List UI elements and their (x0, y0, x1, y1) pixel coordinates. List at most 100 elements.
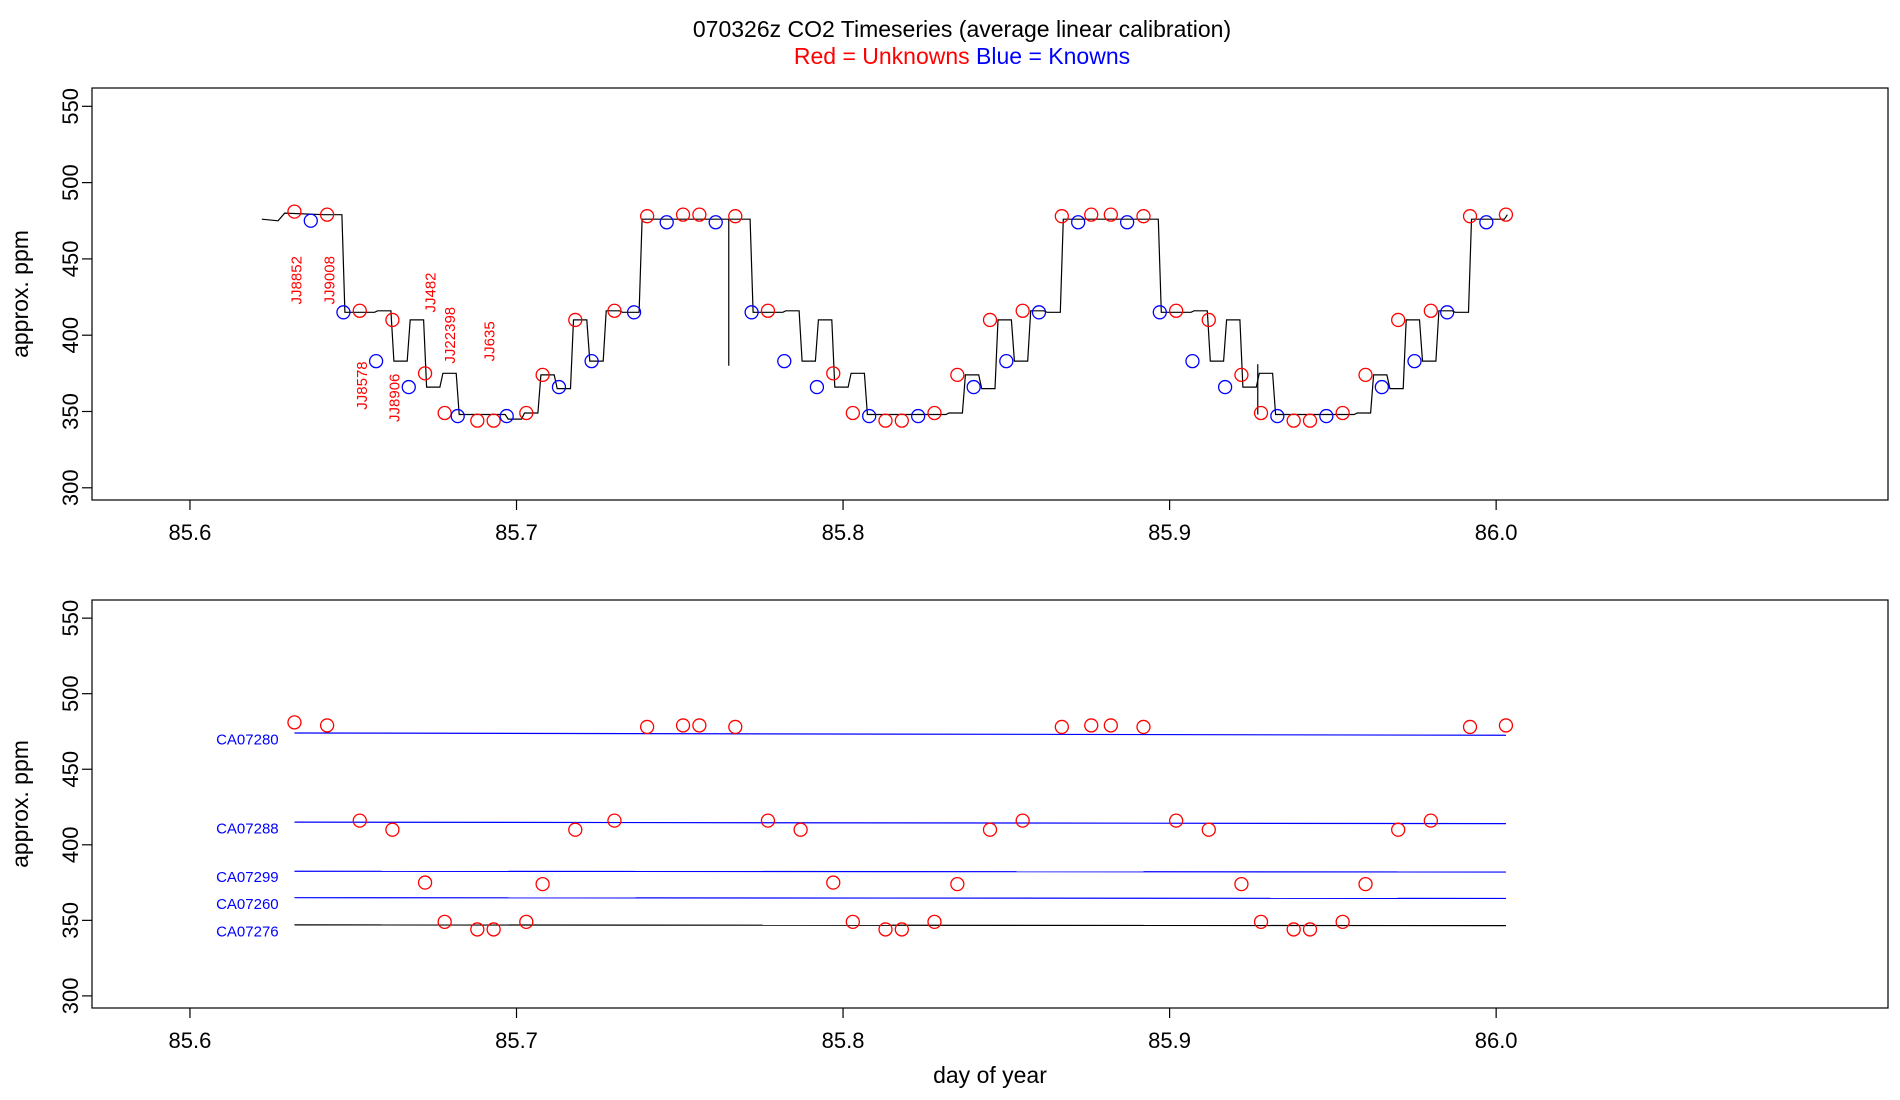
unknown-point (352, 303, 367, 318)
unknown-point (1168, 303, 1184, 318)
unknown-point (470, 413, 485, 428)
y-tick-label: 350 (58, 902, 83, 939)
unknown-point (1423, 303, 1438, 318)
known-point (584, 353, 599, 369)
unknown-point (1286, 922, 1301, 937)
known-point (1479, 215, 1494, 230)
unknown-point (927, 405, 942, 421)
y-axis-label: approx. ppm (7, 230, 33, 358)
known-point (1031, 305, 1047, 320)
unknown-point (1462, 719, 1478, 735)
unknown-point (950, 876, 965, 892)
known-point (1217, 379, 1233, 395)
standard-label: CA07288 (216, 821, 279, 838)
unknown-point (1358, 876, 1373, 892)
unknown-point (319, 207, 335, 222)
unknown-point (1462, 209, 1478, 224)
known-point (744, 305, 759, 320)
legend-knowns: Blue = Knowns (970, 43, 1130, 69)
sample-id-label: JJ8906 (387, 374, 404, 422)
unknown-point (728, 719, 743, 735)
co2-trace-line (261, 212, 1508, 420)
figure-legend-title: Red = Unknowns Blue = Knowns (794, 43, 1130, 69)
unknown-point (287, 715, 302, 730)
known-point (1374, 379, 1390, 395)
y-axis-label: approx. ppm (7, 740, 33, 868)
standard-fit-line (294, 732, 1506, 736)
standard-fit-line (294, 924, 1506, 927)
unknown-point (675, 718, 691, 733)
unknown-point (878, 922, 893, 937)
known-point (1152, 305, 1167, 320)
unknown-point (692, 718, 707, 733)
known-point (777, 353, 792, 369)
unknown-point (1335, 914, 1350, 930)
unknown-point (1168, 813, 1184, 828)
unknown-point (826, 366, 841, 381)
standard-label: CA07260 (216, 896, 279, 913)
y-tick-label: 300 (58, 978, 83, 1015)
known-point (499, 408, 514, 424)
unknown-point (982, 312, 998, 328)
unknown-point (927, 914, 942, 930)
y-tick-label: 300 (58, 469, 83, 506)
known-point (708, 215, 723, 230)
unknown-point (1358, 367, 1373, 383)
known-point (1319, 408, 1334, 424)
unknown-point (417, 875, 433, 890)
sample-id-label: JJ8852 (289, 256, 306, 304)
x-tick-label: 85.8 (822, 1028, 865, 1053)
unknown-point (319, 718, 335, 733)
top-panel-timeseries: 85.6 85.7 85.8 85.9 86.0 300 350 400 450 500 550 ap… (7, 87, 1889, 545)
known-point (303, 213, 318, 228)
known-point (626, 305, 642, 320)
unknown-point (1234, 367, 1249, 383)
known-point (336, 305, 351, 320)
known-point (862, 408, 877, 424)
standard-fit-line (294, 870, 1506, 873)
unknown-point (437, 914, 452, 930)
unknown-point (568, 822, 583, 837)
unknown-point (535, 876, 550, 892)
unknown-point (982, 822, 998, 837)
unknown-point (793, 822, 808, 837)
unknown-point (287, 204, 302, 219)
known-point (911, 408, 926, 424)
unknown-point (894, 413, 909, 428)
unknown-point (568, 312, 583, 328)
unknown-point (535, 367, 550, 383)
x-tick-label: 85.7 (495, 1028, 538, 1053)
standard-label: CA07299 (216, 869, 279, 886)
sample-id-label: JJ9008 (321, 256, 338, 304)
unknown-point (1391, 312, 1406, 328)
known-point (1119, 215, 1135, 230)
x-axis-label: day of year (933, 1062, 1047, 1088)
unknown-point (760, 303, 776, 318)
y-tick-label: 500 (58, 164, 83, 201)
y-tick-label: 400 (58, 317, 83, 354)
unknown-point (639, 209, 655, 224)
known-point (1440, 305, 1455, 320)
unknown-point (1423, 813, 1438, 828)
unknown-point (845, 405, 861, 421)
y-tick-label: 500 (58, 675, 83, 712)
unknown-point (1302, 922, 1318, 937)
y-tick-label: 550 (58, 600, 83, 637)
unknown-point (607, 813, 622, 828)
standard-label: CA07276 (216, 923, 279, 940)
figure-title: 070326z CO2 Timeseries (average linear c… (693, 16, 1231, 42)
unknown-point (1253, 405, 1269, 421)
y-tick-label: 350 (58, 393, 83, 430)
unknown-point (607, 303, 622, 318)
unknown-point (385, 312, 400, 328)
unknown-point (1201, 312, 1216, 328)
standard-fit-line (294, 897, 1506, 900)
unknown-point (1103, 718, 1118, 733)
unknown-point (878, 413, 893, 428)
unknown-point (1054, 719, 1069, 735)
y-tick-label: 400 (58, 826, 83, 863)
known-point (966, 379, 981, 395)
unknown-point (1335, 405, 1350, 421)
plot-frame (91, 87, 1889, 501)
unknown-point (1498, 207, 1514, 222)
